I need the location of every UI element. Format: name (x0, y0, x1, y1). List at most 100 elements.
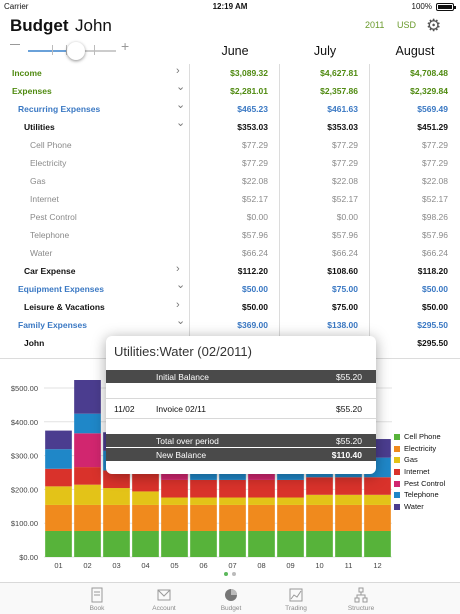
row-value[interactable]: $3,089.32 (230, 68, 268, 78)
row-value[interactable]: $369.00 (237, 320, 268, 330)
row-value[interactable]: $353.03 (237, 122, 268, 132)
budget-row[interactable]: Family Expenses ⌄ $369.00 $138.00 $295.50 (0, 315, 460, 334)
row-value[interactable]: $77.29 (242, 140, 268, 150)
chevron-right-icon[interactable]: › (176, 65, 180, 77)
row-value[interactable]: $77.29 (422, 140, 448, 150)
chevron-down-icon[interactable]: ⌄ (176, 315, 186, 327)
new-balance-label: New Balance (156, 450, 207, 460)
bar-segment (248, 504, 275, 531)
row-value[interactable]: $118.20 (417, 266, 448, 276)
budget-row[interactable]: Gas $22.08 $22.08 $22.08 (0, 172, 460, 190)
tab-label: Budget (220, 605, 242, 612)
year-button[interactable]: 2011 (365, 20, 385, 30)
row-label: Internet (30, 194, 59, 204)
tab-budget[interactable]: Budget (196, 587, 266, 612)
row-value[interactable]: $52.17 (422, 194, 448, 204)
row-value[interactable]: $295.50 (417, 338, 448, 348)
row-value[interactable]: $98.26 (422, 212, 448, 222)
row-value[interactable]: $2,281.01 (230, 86, 268, 96)
row-value[interactable]: $77.29 (332, 140, 358, 150)
chevron-right-icon[interactable]: › (176, 299, 180, 311)
page-dot[interactable] (232, 572, 236, 576)
page-dot-active[interactable] (224, 572, 228, 576)
tab-bar: Book Account Budget Trading Structure (0, 582, 460, 614)
chevron-down-icon[interactable]: ⌄ (176, 117, 186, 129)
budget-row[interactable]: Leisure & Vacations › $50.00 $75.00 $50.00 (0, 298, 460, 316)
clock: 12:19 AM (212, 2, 248, 11)
row-value[interactable]: $50.00 (422, 302, 448, 312)
chevron-down-icon[interactable]: ⌄ (176, 99, 186, 111)
budget-row[interactable]: John $295.50 (0, 334, 460, 352)
row-value[interactable]: $465.23 (237, 104, 268, 114)
row-value[interactable]: $569.49 (417, 104, 448, 114)
budget-row[interactable]: Utilities ⌄ $353.03 $353.03 $451.29 (0, 117, 460, 136)
row-value[interactable]: $112.20 (237, 266, 268, 276)
gear-icon[interactable]: ⚙ (426, 16, 442, 35)
row-label: Electricity (30, 158, 67, 168)
total-label: Total over period (156, 436, 219, 446)
tab-account[interactable]: Account (129, 587, 199, 612)
budget-row[interactable]: Internet $52.17 $52.17 $52.17 (0, 190, 460, 208)
chevron-down-icon[interactable]: ⌄ (176, 279, 186, 291)
bar-segment (248, 497, 275, 505)
row-value[interactable]: $451.29 (417, 122, 448, 132)
bar-segment (132, 473, 159, 492)
row-value[interactable]: $295.50 (417, 320, 448, 330)
budget-row[interactable]: Income › $3,089.32 $4,627.81 $4,708.48 (0, 64, 460, 82)
tab-structure[interactable]: Structure (326, 587, 396, 612)
legend-swatch (394, 492, 400, 499)
row-value[interactable]: $66.24 (422, 248, 448, 258)
budget-row[interactable]: Electricity $77.29 $77.29 $77.29 (0, 154, 460, 172)
app-header: Budget John 2011 USD ⚙ (0, 14, 460, 38)
row-value[interactable]: $22.08 (332, 176, 358, 186)
tab-trading[interactable]: Trading (261, 587, 331, 612)
budget-row[interactable]: Telephone $57.96 $57.96 $57.96 (0, 226, 460, 244)
row-value[interactable]: $57.96 (332, 230, 358, 240)
zoom-slider-knob[interactable] (67, 42, 86, 60)
budget-row[interactable]: Pest Control $0.00 $0.00 $98.26 (0, 208, 460, 226)
row-value[interactable]: $4,627.81 (320, 68, 358, 78)
row-value[interactable]: $50.00 (242, 302, 268, 312)
chevron-right-icon[interactable]: › (176, 263, 180, 275)
row-value[interactable]: $22.08 (422, 176, 448, 186)
row-value[interactable]: $4,708.48 (410, 68, 448, 78)
row-value[interactable]: $0.00 (246, 212, 268, 222)
row-value[interactable]: $66.24 (242, 248, 268, 258)
row-value[interactable]: $52.17 (332, 194, 358, 204)
budget-row[interactable]: Water $66.24 $66.24 $66.24 (0, 244, 460, 262)
row-value[interactable]: $2,329.84 (410, 86, 448, 96)
row-value[interactable]: $75.00 (332, 284, 358, 294)
row-value[interactable]: $22.08 (242, 176, 268, 186)
budget-row[interactable]: Recurring Expenses ⌄ $465.23 $461.63 $569.49 (0, 99, 460, 118)
row-value[interactable]: $57.96 (422, 230, 448, 240)
row-value[interactable]: $66.24 (332, 248, 358, 258)
row-value[interactable]: $353.03 (327, 122, 358, 132)
row-value[interactable]: $461.63 (327, 104, 358, 114)
legend-swatch (394, 434, 400, 440)
row-value[interactable]: $0.00 (336, 212, 358, 222)
zoom-in-icon[interactable]: + (121, 38, 130, 54)
transaction-date: 11/02 (114, 404, 135, 414)
budget-row[interactable]: Cell Phone $77.29 $77.29 $77.29 (0, 136, 460, 154)
transaction-popup[interactable]: Utilities:Water (02/2011) Initial Balanc… (106, 336, 376, 474)
budget-row[interactable]: Equipment Expenses ⌄ $50.00 $75.00 $50.00 (0, 279, 460, 298)
row-value[interactable]: $77.29 (242, 158, 268, 168)
row-value[interactable]: $50.00 (242, 284, 268, 294)
zoom-out-icon[interactable] (10, 44, 20, 45)
row-value[interactable]: $57.96 (242, 230, 268, 240)
row-value[interactable]: $77.29 (332, 158, 358, 168)
currency-button[interactable]: USD (397, 20, 417, 30)
transaction-row[interactable]: 11/02 Invoice 02/11 $55.20 (106, 402, 376, 416)
row-value[interactable]: $75.00 (332, 302, 358, 312)
row-value[interactable]: $50.00 (422, 284, 448, 294)
tab-book[interactable]: Book (62, 587, 132, 612)
row-value[interactable]: $108.60 (327, 266, 358, 276)
row-value[interactable]: $77.29 (422, 158, 448, 168)
row-value[interactable]: $2,357.86 (320, 86, 358, 96)
budget-row[interactable]: Car Expense › $112.20 $108.60 $118.20 (0, 262, 460, 280)
row-value[interactable]: $138.00 (327, 320, 358, 330)
budget-row[interactable]: Expenses ⌄ $2,281.01 $2,357.86 $2,329.84 (0, 81, 460, 100)
chevron-down-icon[interactable]: ⌄ (176, 81, 186, 93)
bar-segment (364, 494, 391, 505)
row-value[interactable]: $52.17 (242, 194, 268, 204)
